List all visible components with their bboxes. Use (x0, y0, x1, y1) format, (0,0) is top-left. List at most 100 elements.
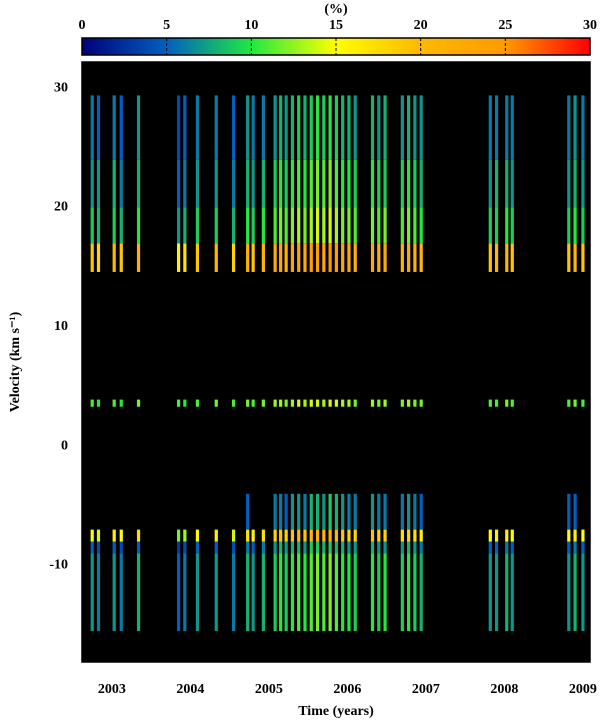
heat-cell (303, 493, 307, 530)
heat-cell (400, 541, 404, 554)
heat-cell (581, 553, 585, 631)
heat-cell (419, 553, 423, 631)
heat-cell (119, 541, 123, 554)
heat-cell (251, 159, 255, 208)
heat-cell (195, 95, 200, 160)
heat-cell (176, 553, 181, 631)
heat-cell (231, 159, 236, 208)
heat-cell (112, 243, 116, 272)
heat-cell (136, 207, 141, 244)
heat-cell (341, 207, 345, 244)
heat-cell (573, 243, 577, 272)
heat-cell (488, 207, 492, 244)
heat-cell (279, 529, 283, 542)
heat-cell (231, 529, 236, 542)
heat-cell (347, 207, 351, 244)
heat-cell (407, 159, 411, 208)
heat-cell (119, 159, 123, 208)
heat-cell (119, 553, 123, 631)
heat-cell (231, 553, 236, 631)
heat-cell (195, 399, 200, 407)
heat-cell (183, 95, 187, 160)
colorbar-tick-label: 5 (163, 18, 170, 33)
heat-cell (407, 553, 411, 631)
heat-cell (290, 243, 295, 272)
heat-cell (377, 493, 381, 530)
heat-cell (370, 541, 375, 554)
heat-cell (419, 159, 423, 208)
heat-cell (353, 243, 357, 272)
heat-cell (303, 529, 307, 542)
heat-cell (488, 159, 492, 208)
heat-cell (581, 243, 585, 272)
y-tick-label: 20 (54, 200, 68, 215)
colorbar-tick-label: 15 (329, 18, 343, 33)
heat-cell (322, 529, 326, 542)
heat-cell (510, 95, 514, 160)
heat-cell (273, 159, 277, 208)
heat-cell (119, 243, 123, 272)
y-tick-label: -10 (49, 558, 68, 573)
colorbar-tick-label: 20 (414, 18, 428, 33)
heat-cell (119, 529, 123, 542)
heat-cell (347, 399, 351, 407)
heat-cell (183, 207, 187, 244)
heat-cell (567, 493, 571, 530)
heat-cell (322, 207, 326, 244)
heat-cell (573, 207, 577, 244)
heat-cell (341, 541, 345, 554)
heat-cell (567, 541, 571, 554)
heat-cell (400, 207, 404, 244)
heat-cell (353, 159, 357, 208)
colorbar-tick-label: 30 (583, 18, 597, 33)
heat-cell (90, 159, 94, 208)
heat-cell (413, 243, 417, 272)
heat-cell (407, 493, 411, 530)
heat-cell (195, 541, 200, 554)
heat-cell (413, 399, 417, 407)
heat-cell (413, 553, 417, 631)
heat-cell (494, 541, 499, 554)
heat-cell (96, 399, 101, 407)
heat-cell (494, 95, 499, 160)
heat-cell (328, 529, 332, 542)
heat-cell (246, 541, 250, 554)
heat-cell (328, 159, 332, 208)
heat-cell (214, 541, 218, 554)
heat-cell (297, 243, 301, 272)
heat-cell (573, 541, 577, 554)
heat-cell (290, 493, 295, 530)
heat-cell (377, 243, 381, 272)
heat-cell (505, 529, 509, 542)
heat-cell (214, 207, 218, 244)
heat-cell (419, 95, 423, 160)
heat-cell (581, 529, 585, 542)
x-tick-label: 2005 (255, 682, 283, 697)
heat-cell (136, 95, 141, 160)
heat-cell (309, 399, 313, 407)
heat-cell (383, 529, 387, 542)
heat-cell (400, 553, 404, 631)
heat-cell (251, 243, 255, 272)
heat-cell (581, 541, 585, 554)
heat-cell (183, 529, 187, 542)
heat-cell (251, 553, 255, 631)
heat-cell (341, 529, 345, 542)
heat-cell (96, 95, 101, 160)
heat-cell (370, 207, 375, 244)
x-tick-label: 2009 (569, 682, 597, 697)
heat-cell (400, 243, 404, 272)
heat-cell (505, 159, 509, 208)
heat-cell (383, 541, 387, 554)
heat-cell (377, 95, 381, 160)
heat-cell (383, 243, 387, 272)
heat-cell (176, 207, 181, 244)
heat-cell (315, 529, 320, 542)
x-tick-label: 2007 (412, 682, 440, 697)
heat-cell (90, 553, 94, 631)
heat-cell (96, 243, 101, 272)
heat-cell (176, 159, 181, 208)
heat-cell (334, 399, 338, 407)
heat-cell (341, 493, 345, 530)
heat-cell (334, 541, 338, 554)
